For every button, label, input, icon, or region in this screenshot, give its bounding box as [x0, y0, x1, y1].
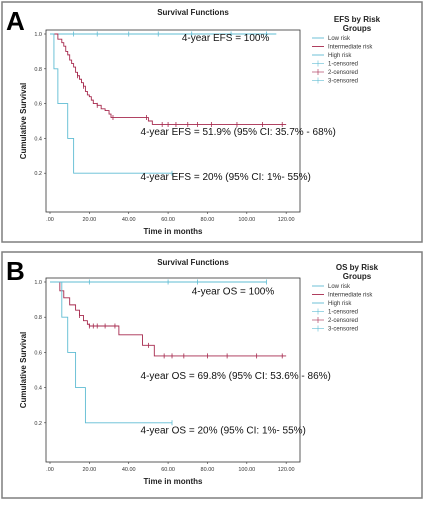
legend-entry-2: High risk — [328, 301, 352, 307]
y-tick-label: 0.6 — [34, 350, 42, 356]
legend-title: OS by Risk Groups — [336, 263, 379, 281]
legend-entry-4: 2-censored — [328, 70, 358, 76]
annotation-2: 4-year OS = 20% (95% CI: 1%- 55%) — [141, 425, 306, 436]
y-axis-label: Cumulative Survival — [19, 332, 28, 408]
x-tick-label: .00 — [46, 217, 54, 223]
chart-panel-b: B Survival Functions 0.2 0.4 0.6 0.8 1.0 .00 20.… — [1, 251, 423, 499]
x-axis-label: Time in months — [144, 227, 204, 236]
x-tick-label: 20.00 — [82, 467, 96, 473]
plot-area — [45, 277, 301, 463]
x-tick-label: 120.00 — [278, 467, 295, 473]
panel-frame — [1, 1, 423, 243]
y-tick-label: 0.4 — [34, 386, 42, 392]
y-tick-label: 0.2 — [34, 171, 42, 177]
legend-entry-1: Intermediate risk — [328, 45, 373, 51]
legend-entry-3: 1-censored — [328, 310, 358, 316]
series-line-1 — [50, 281, 287, 357]
panel-frame — [1, 251, 423, 499]
annotation-0: 4-year OS = 100% — [192, 286, 275, 297]
legend-entry-5: 3-censored — [328, 327, 358, 333]
x-tick-label: .00 — [46, 467, 54, 473]
series-line-2 — [50, 33, 173, 174]
legend-title: EFS by Risk Groups — [334, 15, 381, 33]
x-tick-label: 80.00 — [201, 467, 215, 473]
legend-entry-0: Low risk — [328, 284, 351, 290]
y-tick-label: 0.6 — [34, 102, 42, 108]
series-line-2 — [50, 281, 173, 424]
legend-entry-0: Low risk — [328, 36, 351, 42]
chart-title: Survival Functions — [157, 258, 229, 267]
annotation-0: 4-year EFS = 100% — [182, 33, 270, 44]
legend-entry-3: 1-censored — [328, 62, 358, 68]
panel-letter: A — [6, 6, 25, 36]
legend-entry-1: Intermediate risk — [328, 293, 373, 299]
y-tick-label: 1.0 — [34, 32, 42, 38]
panel-letter: B — [6, 256, 25, 286]
y-tick-label: 0.4 — [34, 136, 42, 142]
x-tick-label: 40.00 — [122, 217, 136, 223]
y-axis-label: Cumulative Survival — [19, 83, 28, 159]
annotation-2: 4-year EFS = 20% (95% CI: 1%- 55%) — [141, 172, 311, 183]
x-tick-label: 80.00 — [201, 217, 215, 223]
annotation-1: 4-year EFS = 51.9% (95% CI: 35.7% - 68%) — [141, 127, 336, 138]
x-tick-label: 60.00 — [161, 467, 175, 473]
chart-panel-a: A Survival Functions 0.2 0.4 0.6 0.8 1.0 .00 20.… — [1, 1, 423, 243]
y-tick-label: 0.2 — [34, 421, 42, 427]
legend-entry-5: 3-censored — [328, 79, 358, 85]
y-tick-label: 0.8 — [34, 67, 42, 73]
legend-entry-2: High risk — [328, 53, 352, 59]
chart-title: Survival Functions — [157, 8, 229, 17]
plot-area — [45, 29, 301, 213]
x-tick-label: 60.00 — [161, 217, 175, 223]
x-tick-label: 100.00 — [238, 467, 255, 473]
y-tick-label: 0.8 — [34, 315, 42, 321]
legend-entry-4: 2-censored — [328, 318, 358, 324]
y-tick-label: 1.0 — [34, 280, 42, 286]
annotation-1: 4-year OS = 69.8% (95% CI: 53.6% - 86%) — [141, 371, 331, 382]
x-tick-label: 100.00 — [238, 217, 255, 223]
x-axis-label: Time in months — [144, 477, 204, 486]
x-tick-label: 20.00 — [82, 217, 96, 223]
x-tick-label: 40.00 — [122, 467, 136, 473]
x-tick-label: 120.00 — [278, 217, 295, 223]
